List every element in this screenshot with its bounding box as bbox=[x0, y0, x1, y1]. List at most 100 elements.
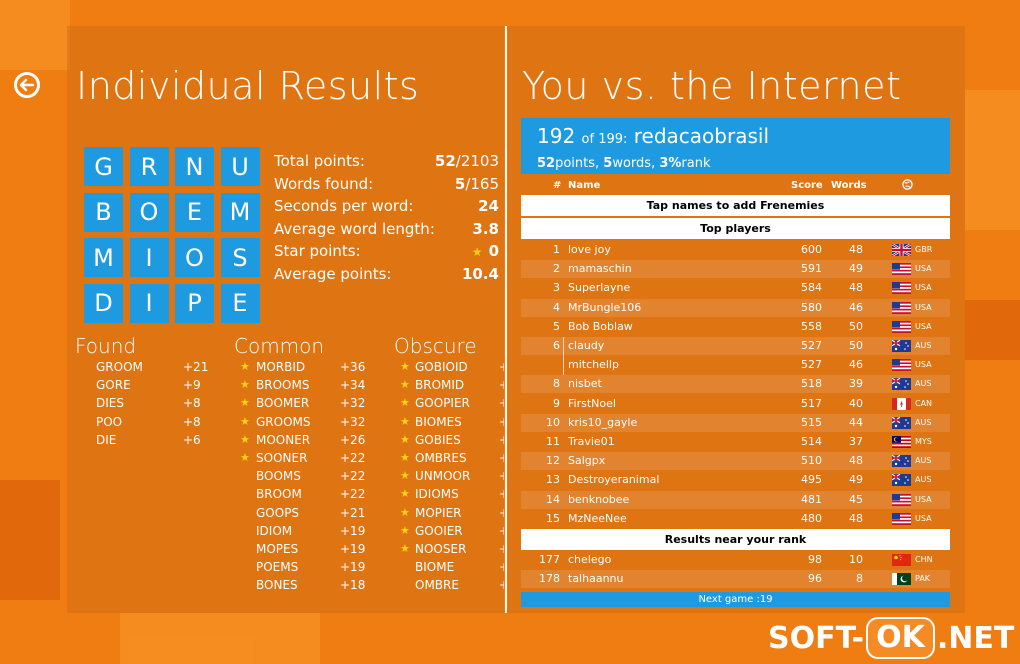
internet-title: You vs. the Internet bbox=[522, 64, 902, 108]
word-row: GROOM +21 bbox=[81, 358, 208, 376]
row-score: 515 bbox=[801, 415, 822, 429]
leaderboard-row[interactable]: 14 benknobee 481 45 USA bbox=[521, 490, 950, 509]
row-name[interactable]: claudy bbox=[568, 339, 605, 352]
row-name[interactable]: Salgpx bbox=[568, 454, 606, 468]
row-country: USA bbox=[915, 360, 932, 370]
row-name[interactable]: kris10_gayle bbox=[568, 415, 638, 429]
word-row: ★ GOOIER + bbox=[400, 522, 504, 540]
word-points: +32 bbox=[340, 396, 366, 411]
leaderboard-row[interactable]: 2 mamaschin 591 49 USA bbox=[521, 260, 950, 279]
star-icon: ★ bbox=[240, 432, 250, 446]
word-row: GORE +9 bbox=[81, 376, 206, 394]
row-name[interactable]: Superlayne bbox=[568, 281, 631, 295]
row-name[interactable]: nisbet bbox=[568, 377, 602, 391]
word-row: OMBRE + bbox=[400, 576, 504, 594]
stat-value: ★ 0 bbox=[472, 242, 499, 260]
leaderboard-row[interactable]: 6 claudy 527 50 AUS bbox=[521, 337, 950, 355]
letter-tile: M bbox=[220, 192, 260, 232]
word-text: GROOM bbox=[96, 360, 143, 374]
row-country: AUS bbox=[915, 475, 932, 485]
row-name[interactable]: FirstNoel bbox=[568, 396, 616, 410]
bg-decor bbox=[0, 0, 70, 70]
row-score: 510 bbox=[801, 454, 822, 468]
leaderboard-row[interactable]: 177 chelego 98 10 CHN bbox=[521, 551, 950, 569]
row-rank: 2 bbox=[553, 262, 560, 276]
row-rank: 178 bbox=[539, 572, 560, 586]
leaderboard-row[interactable]: 12 Salgpx 510 48 AUS bbox=[521, 452, 950, 471]
word-row: ★ GROOMS +32 bbox=[240, 413, 365, 431]
leaderboard-row[interactable]: mitchellp 527 46 USA bbox=[521, 356, 950, 374]
word-row: ★ BIOMES + bbox=[400, 413, 504, 431]
watermark-post: .NET bbox=[936, 620, 1015, 656]
letter-tile: U bbox=[220, 147, 260, 186]
row-country: USA bbox=[915, 283, 932, 293]
header-score: Score bbox=[791, 180, 823, 191]
leaderboard-row[interactable]: 3 Superlayne 584 48 USA bbox=[521, 279, 950, 297]
rank-points-label: points, bbox=[555, 156, 600, 171]
row-country: AUS bbox=[915, 341, 932, 350]
row-words: 45 bbox=[849, 492, 863, 506]
leaderboard-row[interactable]: 178 talhaannu 96 8 PAK bbox=[521, 570, 950, 589]
row-name[interactable]: Destroyeranimal bbox=[568, 473, 660, 487]
row-name[interactable]: MzNeeNee bbox=[568, 511, 627, 525]
leaderboard-row[interactable]: 5 Bob Boblaw 558 50 USA bbox=[521, 318, 950, 336]
back-button[interactable] bbox=[14, 72, 40, 98]
stat-value: 5/165 bbox=[455, 175, 499, 193]
row-name[interactable]: mamaschin bbox=[568, 262, 632, 276]
flag-usa-icon bbox=[892, 263, 911, 276]
word-row: ★ GOBIES + bbox=[400, 431, 504, 449]
leaderboard-row[interactable]: 4 MrBungle106 580 46 USA bbox=[521, 298, 950, 317]
word-points: +26 bbox=[340, 432, 366, 447]
row-name[interactable]: Travie01 bbox=[568, 435, 615, 448]
row-words: 50 bbox=[849, 339, 863, 352]
rank-words: 5 bbox=[603, 156, 613, 171]
word-text: BOOMER bbox=[256, 396, 310, 411]
star-icon: ★ bbox=[400, 487, 410, 501]
flag-usa-icon bbox=[892, 320, 911, 333]
leaderboard-row[interactable]: 15 MzNeeNee 480 48 USA bbox=[521, 510, 950, 528]
word-row: MOPES +19 bbox=[240, 540, 365, 558]
near-rank-heading: Results near your rank bbox=[521, 529, 950, 550]
header-name: Name bbox=[568, 180, 601, 191]
row-name[interactable]: talhaannu bbox=[568, 572, 624, 586]
row-rank: 14 bbox=[546, 492, 560, 506]
leaderboard-row[interactable]: 8 nisbet 518 39 AUS bbox=[521, 375, 950, 394]
row-name[interactable]: benknobee bbox=[568, 492, 630, 506]
word-row: ★ SOONER +22 bbox=[240, 449, 365, 467]
stat-row: Total points: 52/2103 bbox=[274, 150, 499, 173]
stat-total: /2103 bbox=[455, 152, 499, 171]
row-words: 8 bbox=[856, 572, 863, 586]
stat-row: Seconds per word: 24 bbox=[274, 195, 499, 218]
stat-number: 0 bbox=[488, 242, 499, 261]
row-country: GBR bbox=[915, 245, 933, 254]
row-name[interactable]: love joy bbox=[568, 243, 611, 256]
word-text: BROOM bbox=[256, 487, 302, 502]
leaderboard-row[interactable]: 1 love joy 600 48 GBR bbox=[521, 241, 950, 259]
word-row: POO +8 bbox=[81, 413, 206, 431]
word-text: GORE bbox=[96, 378, 131, 393]
stat-number: 5 bbox=[454, 174, 466, 193]
letter-tile: N bbox=[175, 147, 214, 186]
row-score: 527 bbox=[801, 339, 822, 352]
row-score: 480 bbox=[801, 511, 822, 525]
leaderboard-row[interactable]: 9 FirstNoel 517 40 CAN bbox=[521, 395, 950, 413]
word-text: UNMOOR bbox=[415, 469, 471, 484]
leaderboard-row[interactable]: 10 kris10_gayle 515 44 AUS bbox=[521, 413, 950, 432]
watermark-pre: SOFT- bbox=[768, 620, 865, 656]
leaderboard-header: # Name Score Words bbox=[521, 179, 950, 194]
leaderboard-row[interactable]: 13 Destroyeranimal 495 49 AUS bbox=[521, 471, 950, 489]
row-country: CHN bbox=[915, 555, 933, 564]
row-name[interactable]: chelego bbox=[568, 553, 612, 566]
flag-aus-icon bbox=[892, 416, 911, 429]
stat-number: 3.8 bbox=[472, 219, 499, 238]
row-name[interactable]: mitchellp bbox=[568, 358, 619, 372]
obscure-word-list: ★ GOBIOID + ★ BROMID + ★ GOOPIER + ★ BIOMES + ★ GOBIE… bbox=[400, 358, 504, 594]
word-row: ★ BROMID + bbox=[400, 376, 504, 394]
word-row: GOOPS +21 bbox=[240, 504, 365, 522]
word-row: BIOME + bbox=[400, 558, 504, 576]
row-name[interactable]: Bob Boblaw bbox=[568, 319, 633, 333]
found-word-list: GROOM +21 GORE +9 DIES +8 POO +8 DIE +6 bbox=[81, 358, 208, 449]
leaderboard-row[interactable]: 11 Travie01 514 37 MYS bbox=[521, 433, 950, 451]
row-rank: 12 bbox=[546, 454, 560, 468]
row-name[interactable]: MrBungle106 bbox=[568, 300, 642, 314]
